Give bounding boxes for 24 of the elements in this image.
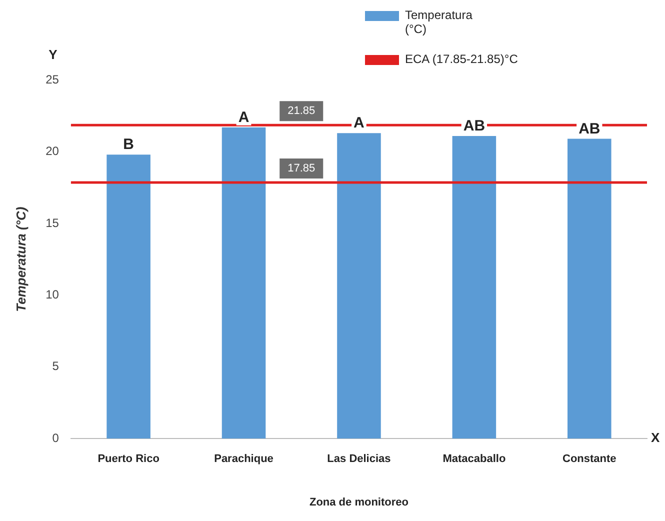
legend-label: Temperatura (°C) xyxy=(405,8,474,36)
text: X xyxy=(651,430,660,446)
x-axis-title: Zona de monitoreo xyxy=(309,496,409,508)
x-tick-label: Parachique xyxy=(214,453,274,466)
annotation: B xyxy=(123,136,134,154)
text: ECA (17.85-21.85)°C xyxy=(405,52,518,66)
ref-line-label: 17.85 xyxy=(288,162,316,175)
y-axis-title: Temperatura (°C) xyxy=(13,206,28,312)
annotation: AB xyxy=(463,118,486,135)
annotation: A xyxy=(354,114,365,132)
annotation: A xyxy=(238,108,250,126)
x-tick-label: Las Delicias xyxy=(327,453,391,466)
y-tick-label: 25 xyxy=(46,72,60,86)
annotation: AB xyxy=(578,120,600,138)
text: Y xyxy=(48,47,58,62)
x-tick-label: Matacaballo xyxy=(442,453,506,466)
y-tick-label: 5 xyxy=(52,359,60,374)
x-tick-label: Constante xyxy=(562,453,616,466)
y-tick-label: 0 xyxy=(52,430,60,445)
y-tick-label: 15 xyxy=(46,216,60,230)
x-tick-label: Puerto Rico xyxy=(98,453,160,466)
y-tick-label: 20 xyxy=(46,144,60,158)
ref-line-label: 21.85 xyxy=(288,105,316,118)
y-tick-label: 10 xyxy=(46,287,60,302)
